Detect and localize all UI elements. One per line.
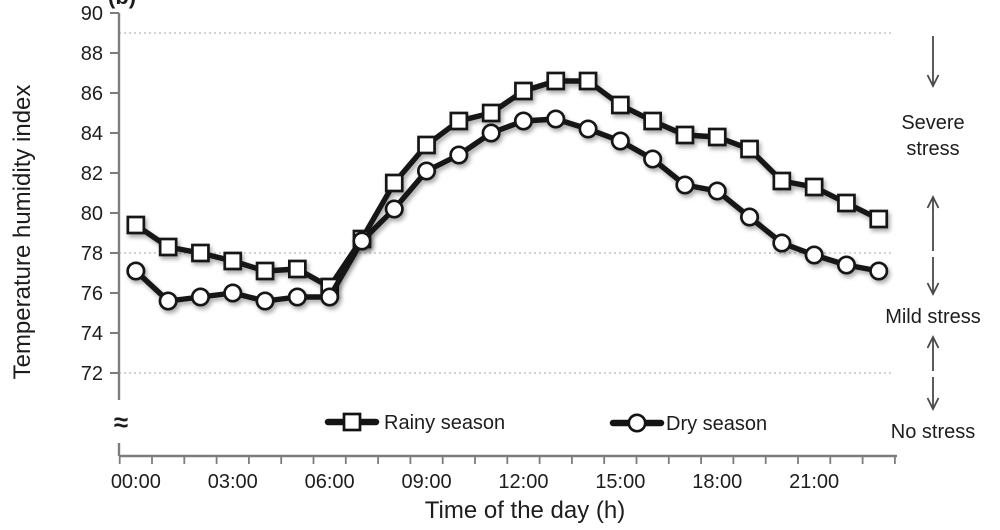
y-tick-label-82: 82 bbox=[81, 163, 103, 185]
marker-square bbox=[384, 173, 404, 193]
series-rainy bbox=[126, 71, 889, 297]
stress-zone-label: Severe bbox=[901, 112, 964, 134]
marker-circle bbox=[869, 261, 889, 281]
marker-circle bbox=[126, 261, 146, 281]
y-tick-label-78: 78 bbox=[81, 243, 103, 265]
marker-square bbox=[643, 111, 663, 131]
x-axis-title: Time of the day (h) bbox=[425, 497, 626, 524]
legend-marker-square bbox=[342, 412, 362, 432]
marker-square bbox=[126, 215, 146, 235]
marker-square bbox=[255, 261, 275, 281]
y-tick-label-84: 84 bbox=[81, 123, 103, 145]
marker-square bbox=[546, 71, 566, 91]
legend-item-rainy bbox=[324, 412, 380, 432]
x-tick-label-12:00: 12:00 bbox=[498, 471, 548, 493]
series-dry bbox=[126, 109, 889, 311]
marker-circle bbox=[190, 287, 210, 307]
marker-square bbox=[804, 177, 824, 197]
y-tick-label-74: 74 bbox=[81, 323, 103, 345]
marker-circle bbox=[158, 291, 178, 311]
x-tick-label-06:00: 06:00 bbox=[305, 471, 355, 493]
marker-square bbox=[223, 251, 243, 271]
marker-square bbox=[158, 237, 178, 257]
figure-panel-label: (b) bbox=[108, 0, 136, 10]
marker-circle bbox=[513, 111, 533, 131]
y-axis-title: Temperature humidity index bbox=[9, 85, 36, 380]
marker-circle bbox=[449, 145, 469, 165]
marker-circle bbox=[772, 233, 792, 253]
arrow-head bbox=[926, 397, 940, 412]
stress-zone-label: Mild stress bbox=[885, 306, 981, 328]
legend-marker-circle bbox=[627, 413, 647, 433]
marker-circle bbox=[384, 199, 404, 219]
up-arrow-icon bbox=[926, 334, 940, 371]
y-tick-label-90: 90 bbox=[81, 3, 103, 25]
marker-circle bbox=[643, 149, 663, 169]
x-tick-label-15:00: 15:00 bbox=[595, 471, 645, 493]
marker-circle bbox=[739, 207, 760, 227]
marker-square bbox=[610, 95, 630, 115]
marker-square bbox=[191, 243, 210, 263]
marker-square bbox=[772, 171, 792, 191]
marker-square bbox=[514, 81, 533, 101]
marker-square bbox=[837, 193, 856, 213]
marker-circle bbox=[223, 283, 243, 303]
marker-circle bbox=[481, 123, 501, 143]
down-arrow-icon bbox=[926, 257, 940, 297]
arrow-head bbox=[926, 74, 940, 89]
marker-circle bbox=[578, 119, 598, 139]
marker-square bbox=[707, 127, 727, 147]
arrow-head bbox=[926, 194, 940, 209]
y-tick-label-88: 88 bbox=[81, 43, 103, 65]
arrow-head bbox=[926, 334, 940, 349]
marker-circle bbox=[416, 161, 437, 181]
stress-zone-label: No stress bbox=[891, 421, 975, 443]
marker-circle bbox=[804, 245, 824, 265]
marker-circle bbox=[675, 175, 695, 195]
marker-square bbox=[481, 103, 501, 123]
down-arrow-icon bbox=[926, 36, 940, 89]
marker-square bbox=[740, 139, 759, 159]
y-tick-label-76: 76 bbox=[81, 283, 103, 305]
y-tick-label-80: 80 bbox=[81, 203, 103, 225]
legend-label-dry: Dry season bbox=[666, 413, 767, 435]
stress-zone-label: stress bbox=[906, 138, 959, 160]
marker-circle bbox=[610, 131, 630, 151]
down-arrow-icon bbox=[926, 377, 940, 412]
marker-circle bbox=[836, 255, 856, 275]
marker-circle bbox=[320, 287, 340, 307]
marker-square bbox=[675, 125, 695, 145]
legend-label-rainy: Rainy season bbox=[384, 412, 505, 434]
marker-circle bbox=[352, 231, 372, 251]
legend-item-dry bbox=[609, 413, 665, 433]
marker-square bbox=[417, 135, 436, 155]
marker-square bbox=[449, 111, 469, 131]
marker-square bbox=[869, 209, 889, 229]
up-arrow-icon bbox=[926, 194, 940, 251]
y-tick-label-86: 86 bbox=[81, 83, 103, 105]
series-rainy-line bbox=[134, 78, 880, 290]
arrow-head bbox=[926, 282, 940, 297]
x-tick-label-03:00: 03:00 bbox=[208, 471, 258, 493]
y-axis-break-symbol: ≈ bbox=[114, 407, 128, 437]
x-tick-label-09:00: 09:00 bbox=[402, 471, 452, 493]
marker-circle bbox=[255, 291, 275, 311]
x-tick-label-21:00: 21:00 bbox=[789, 471, 839, 493]
y-tick-label-72: 72 bbox=[81, 363, 103, 385]
series-dry-line bbox=[133, 116, 880, 304]
x-tick-label-00:00: 00:00 bbox=[111, 471, 161, 493]
marker-circle bbox=[707, 181, 727, 201]
marker-square bbox=[578, 71, 598, 91]
marker-circle bbox=[287, 287, 307, 307]
marker-square bbox=[288, 259, 307, 279]
marker-circle bbox=[546, 109, 566, 129]
x-tick-label-18:00: 18:00 bbox=[692, 471, 742, 493]
